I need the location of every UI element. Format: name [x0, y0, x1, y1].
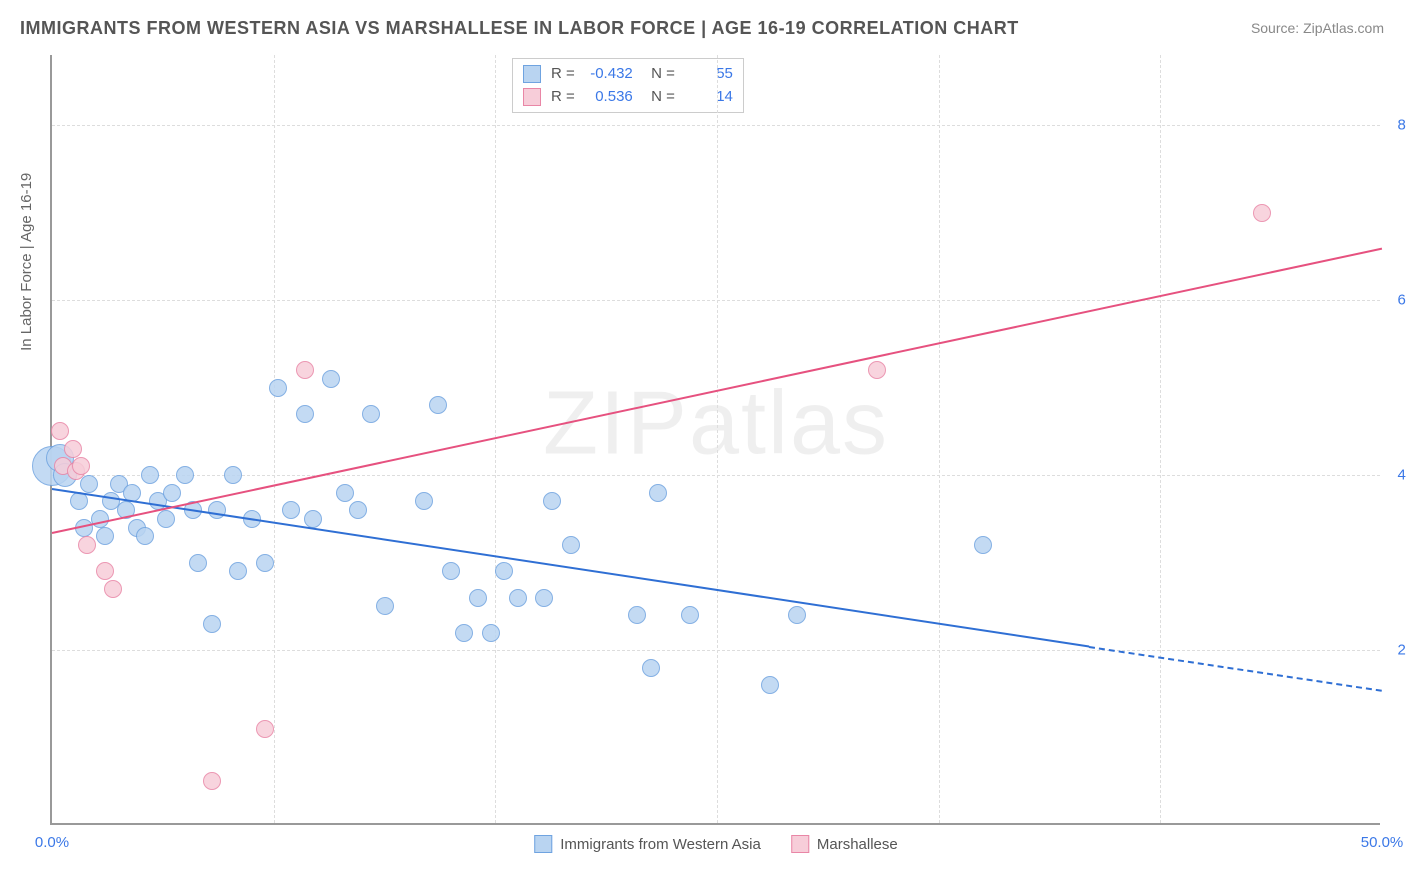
data-point — [509, 589, 527, 607]
gridline-h — [52, 475, 1380, 476]
bottom-legend: Immigrants from Western Asia Marshallese — [534, 835, 898, 853]
data-point — [208, 501, 226, 519]
data-point — [51, 422, 69, 440]
data-point — [974, 536, 992, 554]
data-point — [256, 554, 274, 572]
ytick-label: 40.0% — [1385, 467, 1406, 484]
y-axis-label: In Labor Force | Age 16-19 — [18, 173, 35, 351]
stats-r-label: R = — [551, 63, 575, 86]
source-label: Source: ZipAtlas.com — [1251, 20, 1384, 36]
data-point — [562, 536, 580, 554]
data-point — [96, 527, 114, 545]
data-point — [543, 492, 561, 510]
gridline-h — [52, 125, 1380, 126]
data-point — [535, 589, 553, 607]
data-point — [256, 720, 274, 738]
legend-swatch-2 — [791, 835, 809, 853]
data-point — [322, 370, 340, 388]
series1-r-value: -0.432 — [585, 63, 633, 86]
legend-swatch-1 — [534, 835, 552, 853]
data-point — [269, 379, 287, 397]
chart-title: IMMIGRANTS FROM WESTERN ASIA VS MARSHALL… — [20, 18, 1019, 39]
series2-swatch — [523, 88, 541, 106]
data-point — [336, 484, 354, 502]
gridline-h — [52, 650, 1380, 651]
data-point — [229, 562, 247, 580]
data-point — [868, 361, 886, 379]
series2-n-value: 14 — [685, 86, 733, 109]
xtick-label: 0.0% — [35, 834, 69, 851]
data-point — [642, 659, 660, 677]
data-point — [482, 624, 500, 642]
data-point — [761, 676, 779, 694]
data-point — [141, 466, 159, 484]
data-point — [455, 624, 473, 642]
series2-r-value: 0.536 — [585, 86, 633, 109]
data-point — [80, 475, 98, 493]
data-point — [649, 484, 667, 502]
data-point — [282, 501, 300, 519]
data-point — [376, 597, 394, 615]
data-point — [203, 772, 221, 790]
data-point — [681, 606, 699, 624]
gridline-v — [717, 55, 718, 823]
stats-row-series2: R = 0.536 N = 14 — [523, 86, 733, 109]
data-point — [469, 589, 487, 607]
data-point — [78, 536, 96, 554]
xtick-label: 50.0% — [1361, 834, 1404, 851]
data-point — [96, 562, 114, 580]
data-point — [104, 580, 122, 598]
data-point — [304, 510, 322, 528]
gridline-h — [52, 300, 1380, 301]
data-point — [157, 510, 175, 528]
stats-legend: R = -0.432 N = 55 R = 0.536 N = 14 — [512, 58, 744, 113]
stats-n-label: N = — [643, 86, 675, 109]
data-point — [442, 562, 460, 580]
ytick-label: 60.0% — [1385, 292, 1406, 309]
stats-r-label: R = — [551, 86, 575, 109]
gridline-v — [939, 55, 940, 823]
data-point — [224, 466, 242, 484]
legend-label-1: Immigrants from Western Asia — [560, 836, 761, 853]
data-point — [163, 484, 181, 502]
ytick-label: 20.0% — [1385, 642, 1406, 659]
data-point — [64, 440, 82, 458]
ytick-label: 80.0% — [1385, 117, 1406, 134]
data-point — [349, 501, 367, 519]
data-point — [296, 405, 314, 423]
data-point — [136, 527, 154, 545]
data-point — [203, 615, 221, 633]
data-point — [495, 562, 513, 580]
data-point — [788, 606, 806, 624]
data-point — [415, 492, 433, 510]
correlation-chart: IMMIGRANTS FROM WESTERN ASIA VS MARSHALL… — [0, 0, 1406, 892]
data-point — [176, 466, 194, 484]
data-point — [628, 606, 646, 624]
data-point — [296, 361, 314, 379]
gridline-v — [1160, 55, 1161, 823]
plot-area: ZIPatlas R = -0.432 N = 55 R = 0.536 N =… — [50, 55, 1380, 825]
watermark: ZIPatlas — [543, 372, 889, 475]
gridline-v — [274, 55, 275, 823]
legend-item-1: Immigrants from Western Asia — [534, 835, 761, 853]
stats-n-label: N = — [643, 63, 675, 86]
data-point — [72, 457, 90, 475]
stats-row-series1: R = -0.432 N = 55 — [523, 63, 733, 86]
data-point — [189, 554, 207, 572]
legend-item-2: Marshallese — [791, 835, 898, 853]
data-point — [429, 396, 447, 414]
legend-label-2: Marshallese — [817, 836, 898, 853]
series1-swatch — [523, 65, 541, 83]
trend-line — [1089, 646, 1382, 692]
data-point — [1253, 204, 1271, 222]
series1-n-value: 55 — [685, 63, 733, 86]
data-point — [362, 405, 380, 423]
